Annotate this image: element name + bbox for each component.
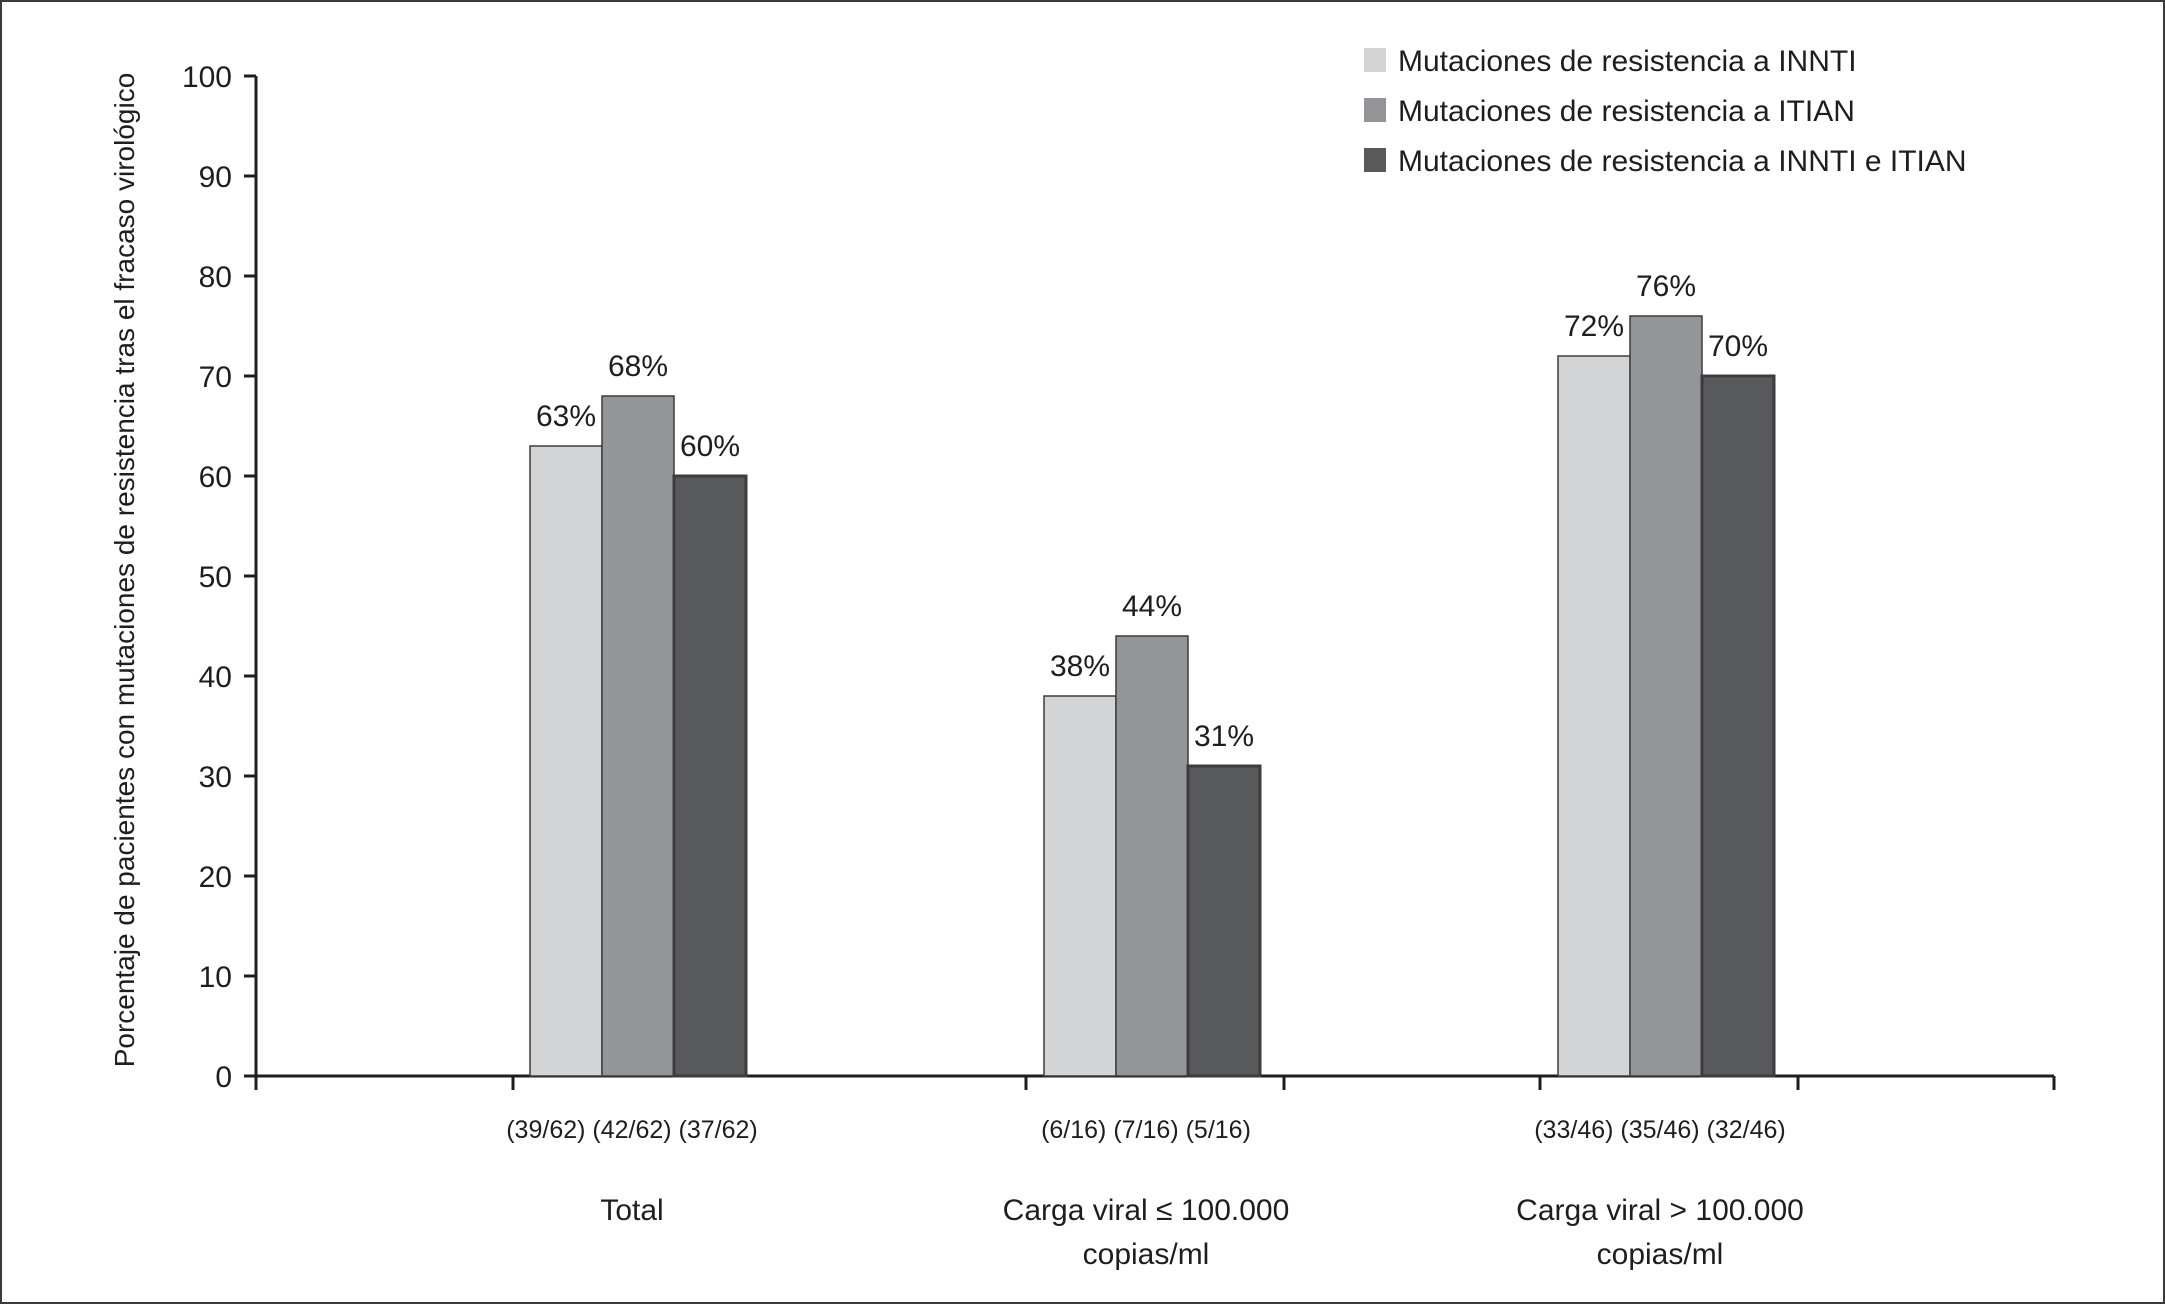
category-label: Total <box>600 1194 663 1227</box>
bar <box>672 474 748 1078</box>
bar-value-label: 63% <box>536 400 596 433</box>
bar <box>1115 635 1189 1077</box>
count-labels: (39/62) (42/62) (37/62) (6/16) (7/16) (5/… <box>506 1116 1786 1144</box>
data-labels: 63% 38% 72% 68% 44% 76% 60% 31% 70% <box>536 270 1768 753</box>
bar <box>529 445 603 1077</box>
count-label: (39/62) (42/62) (37/62) <box>506 1116 758 1144</box>
x-axis <box>254 1074 2056 1090</box>
legend-label: Mutaciones de resistencia a INNTI <box>1398 45 1857 78</box>
count-label: (33/46) (35/46) (32/46) <box>1534 1116 1786 1144</box>
category-label: copias/ml <box>1083 1238 1210 1271</box>
category-labels: Total Carga viral ≤ 100.000 copias/ml Carga… <box>600 1194 1804 1271</box>
y-tick-label: 20 <box>199 861 232 894</box>
y-tick-label: 40 <box>199 661 232 694</box>
legend-swatch <box>1364 98 1386 122</box>
category-label: Carga viral ≤ 100.000 <box>1003 1194 1290 1227</box>
legend-swatch <box>1364 148 1386 172</box>
y-tick-label: 0 <box>215 1061 232 1094</box>
bars <box>529 315 1776 1078</box>
count-label: (6/16) (7/16) (5/16) <box>1041 1116 1251 1144</box>
bar-value-label: 76% <box>1636 270 1696 303</box>
bar <box>1700 374 1776 1078</box>
bar-value-label: 60% <box>680 430 740 463</box>
bar-value-label: 31% <box>1194 720 1254 753</box>
y-tick-label: 90 <box>199 161 232 194</box>
bar <box>1043 695 1117 1077</box>
legend-label: Mutaciones de resistencia a INNTI e ITIA… <box>1398 145 1967 178</box>
y-tick-label: 50 <box>199 561 232 594</box>
y-tick-label: 70 <box>199 361 232 394</box>
category-label: copias/ml <box>1597 1238 1724 1271</box>
bar-value-label: 70% <box>1708 330 1768 363</box>
y-axis-title: Porcentaje de pacientes con mutaciones d… <box>109 73 140 1068</box>
legend: Mutaciones de resistencia a INNTI Mutacio… <box>1364 45 1967 178</box>
bar <box>1557 355 1631 1077</box>
y-tick-label: 80 <box>199 261 232 294</box>
category-label: Carga viral > 100.000 <box>1516 1194 1804 1227</box>
y-tick-label: 30 <box>199 761 232 794</box>
legend-swatch <box>1364 48 1386 72</box>
bar-value-label: 44% <box>1122 590 1182 623</box>
bar <box>1629 315 1703 1077</box>
y-tick-label: 10 <box>199 961 232 994</box>
bar <box>1186 764 1262 1078</box>
y-tick-label: 60 <box>199 461 232 494</box>
bar <box>601 395 675 1077</box>
y-axis: 0 10 20 30 40 50 60 70 80 90 100 <box>182 61 258 1094</box>
bar-value-label: 68% <box>608 350 668 383</box>
bar-value-label: 38% <box>1050 650 1110 683</box>
y-tick-label: 100 <box>182 61 232 94</box>
bar-value-label: 72% <box>1564 310 1624 343</box>
legend-label: Mutaciones de resistencia a ITIAN <box>1398 95 1855 128</box>
